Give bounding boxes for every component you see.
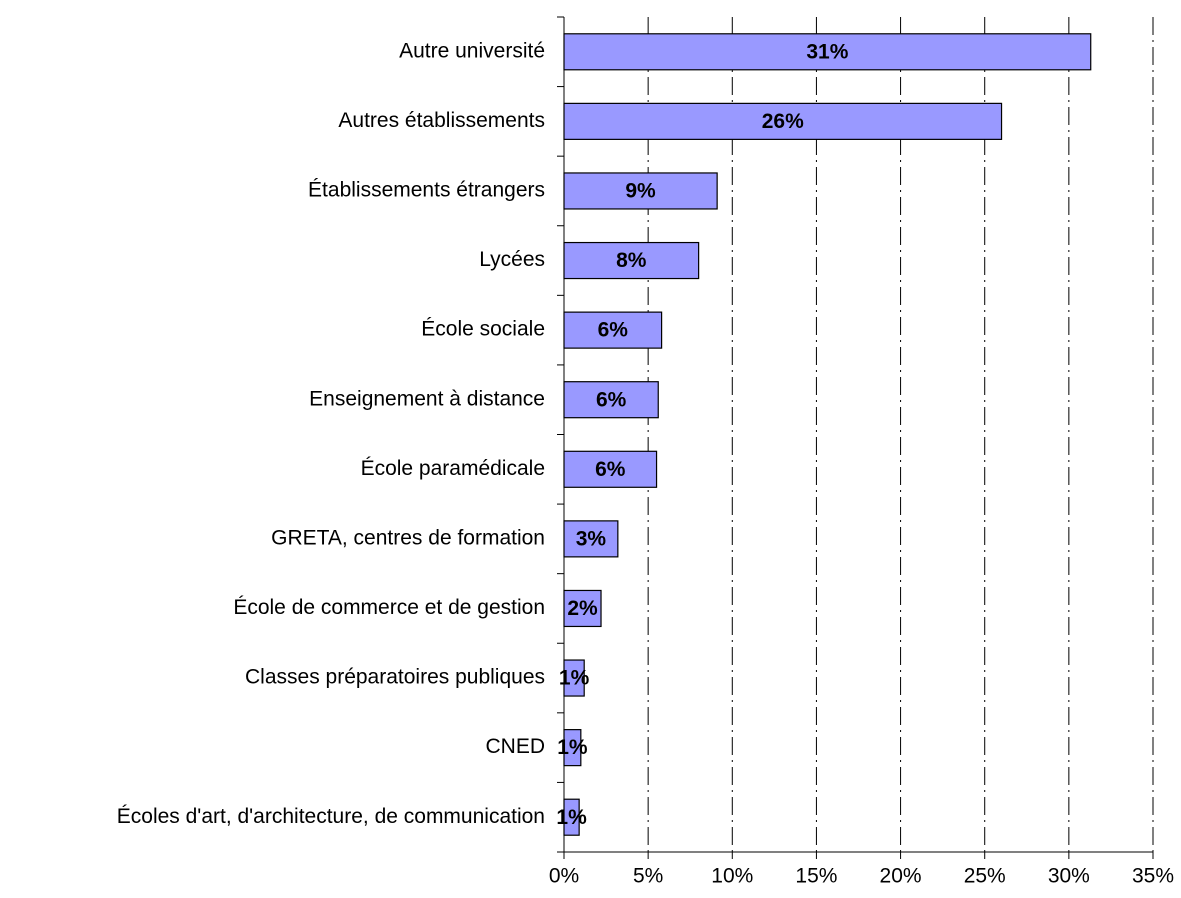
value-label: 8% (616, 249, 647, 272)
value-label: 2% (567, 597, 598, 620)
bar (563, 241, 700, 280)
value-label: 26% (762, 110, 804, 133)
y-tick-label: École paramédicale (361, 457, 545, 480)
bar (563, 102, 1003, 140)
y-tick-label: École sociale (421, 318, 545, 341)
value-label: 6% (595, 458, 626, 481)
x-tick-label: 25% (964, 865, 1006, 888)
bar (563, 520, 619, 558)
y-tick-label: GRETA, centres de formation (271, 526, 545, 549)
value-label: 3% (576, 527, 607, 550)
value-label: 9% (625, 180, 656, 203)
value-label: 6% (596, 388, 627, 411)
y-tick-label: Lycées (479, 248, 545, 271)
bar (563, 381, 659, 419)
bar (563, 33, 1092, 71)
y-tick-label: Autre université (399, 39, 545, 62)
value-label: 1% (559, 667, 590, 690)
x-tick-label: 20% (880, 865, 922, 888)
x-tick-label: 30% (1048, 865, 1090, 888)
value-label: 6% (598, 319, 629, 342)
bar (563, 450, 658, 488)
bar (563, 311, 663, 349)
y-tick-label: Classes préparatoires publiques (245, 666, 545, 689)
x-tick-label: 0% (549, 865, 579, 888)
x-tick-label: 35% (1132, 865, 1174, 888)
bar (563, 659, 585, 697)
x-tick-label: 5% (633, 865, 663, 888)
y-tick-label: Écoles d'art, d'architecture, de communi… (117, 805, 545, 828)
bar (563, 798, 580, 836)
y-tick-label: Enseignement à distance (309, 387, 545, 410)
bar (563, 589, 602, 628)
value-label: 1% (556, 806, 587, 829)
y-tick-label: École de commerce et de gestion (233, 596, 545, 619)
y-tick-label: Autres établissements (338, 109, 545, 132)
value-label: 1% (557, 736, 588, 759)
y-tick-label: Établissements étrangers (308, 179, 545, 202)
y-tick-label: CNED (485, 735, 545, 758)
value-label: 31% (806, 40, 848, 63)
x-tick-label: 15% (795, 865, 837, 888)
bar (563, 729, 582, 767)
x-tick-label: 10% (711, 865, 753, 888)
bar (563, 172, 718, 210)
